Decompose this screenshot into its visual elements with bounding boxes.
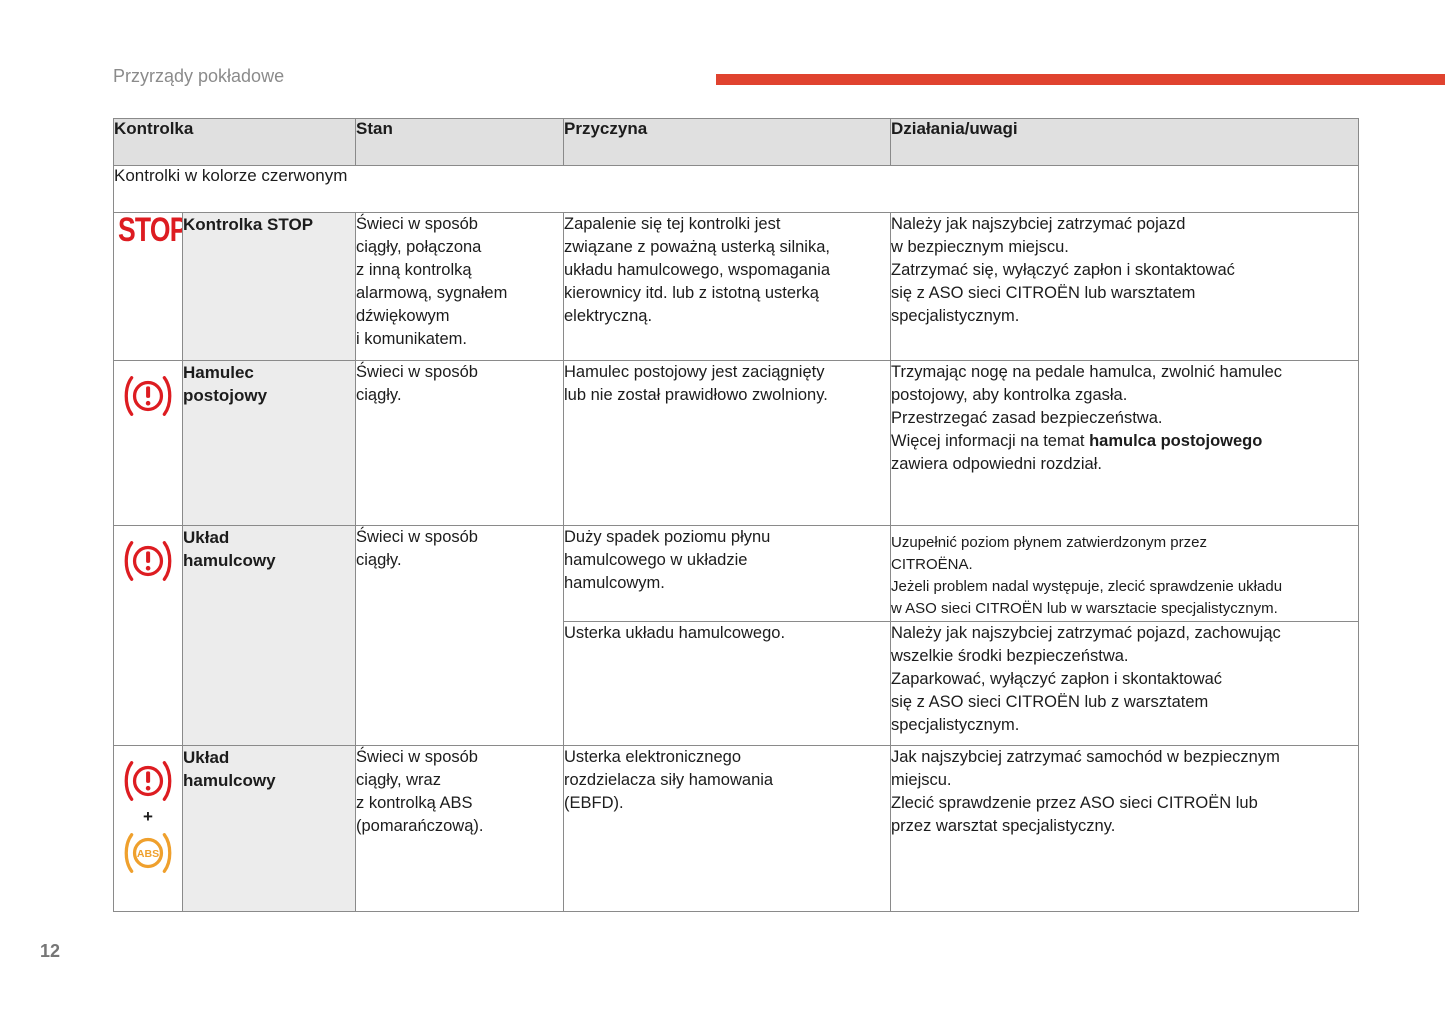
parking-brake-icon-cell (113, 360, 183, 526)
row-stan: Świeci w sposób ciągły. (355, 525, 564, 746)
stop-indicator-icon: STOP (118, 212, 183, 249)
row-dzialania: Jak najszybciej zatrzymać samochód w bez… (890, 745, 1359, 912)
page-title: Przyrządy pokładowe (113, 66, 285, 86)
icon-stack: + ABS (115, 756, 182, 878)
row-name: Kontrolka STOP (182, 212, 356, 361)
column-header-kontrolka: Kontrolka (113, 118, 356, 166)
warning-lights-table-container: Kontrolka Stan Przyczyna Działania/uwagi… (113, 118, 1359, 912)
column-header-przyczyna: Przyczyna (563, 118, 891, 166)
section-row: Kontrolki w kolorze czerwonym (113, 165, 1359, 213)
dzialania-text-after: zawiera odpowiedni rozdział. (891, 455, 1102, 473)
row-name: Układ hamulcowy (182, 745, 356, 912)
table-header-row: Kontrolka Stan Przyczyna Działania/uwagi (113, 118, 1359, 166)
table-subrow-brake-system-fault: Usterka układu hamulcowego. Należy jak n… (114, 621, 1359, 746)
row-przyczyna: Hamulec postojowy jest zaciągnięty lub n… (563, 360, 891, 526)
abs-icon-label: ABS (137, 848, 159, 860)
table-row-parking-brake: Hamulec postojowy Świeci w sposób ciągły… (113, 360, 1359, 526)
row-dzialania: Należy jak najszybciej zatrzymać pojazd,… (890, 621, 1359, 746)
parking-brake-icon (124, 376, 172, 416)
stop-icon-cell: STOP (113, 212, 183, 361)
column-header-stan: Stan (355, 118, 564, 166)
row-name: Układ hamulcowy (182, 525, 356, 746)
row-przyczyna: Usterka układu hamulcowego. (563, 621, 891, 746)
row-stan: Świeci w sposób ciągły. (355, 360, 564, 526)
brake-warning-icon (124, 761, 172, 801)
brake-warning-icon (124, 541, 172, 581)
abs-warning-icon: ABS (124, 833, 172, 873)
row-przyczyna: Duży spadek poziomu płynu hamulcowego w … (563, 525, 891, 622)
row-dzialania: Uzupełnić poziom płynem zatwierdzonym pr… (890, 525, 1359, 622)
plus-sign: + (143, 807, 153, 826)
row-stan: Świeci w sposób ciągły, połączona z inną… (355, 212, 564, 361)
dzialania-text: Trzymając nogę na pedale hamulca, zwolni… (891, 363, 1283, 450)
section-title: Kontrolki w kolorze czerwonym (113, 165, 1359, 213)
row-przyczyna: Zapalenie się tej kontrolki jest związan… (563, 212, 891, 361)
brake-abs-icon-cell: + ABS (113, 745, 183, 912)
row-przyczyna: Usterka elektronicznego rozdzielacza sił… (563, 745, 891, 912)
row-dzialania: Trzymając nogę na pedale hamulca, zwolni… (890, 360, 1359, 526)
page-number: 12 (40, 941, 61, 961)
column-header-dzialania: Działania/uwagi (890, 118, 1359, 166)
row-stan: Świeci w sposób ciągły, wraz z kontrolką… (355, 745, 564, 912)
dzialania-bold-text: hamulca postojowego (1089, 432, 1263, 450)
brake-system-icon-cell (113, 525, 183, 746)
table-row-brake-system-abs: + ABS Układ hamulcowy Świeci w sposób ci… (113, 745, 1359, 912)
accent-bar (716, 74, 1445, 85)
table-row-stop: STOP Kontrolka STOP Świeci w sposób ciąg… (113, 212, 1359, 361)
warning-lights-table: Kontrolka Stan Przyczyna Działania/uwagi… (113, 118, 1359, 912)
row-dzialania: Należy jak najszybciej zatrzymać pojazd … (890, 212, 1359, 361)
row-name: Hamulec postojowy (182, 360, 356, 526)
table-row-brake-system: Układ hamulcowy Świeci w sposób ciągły. … (113, 525, 1359, 746)
